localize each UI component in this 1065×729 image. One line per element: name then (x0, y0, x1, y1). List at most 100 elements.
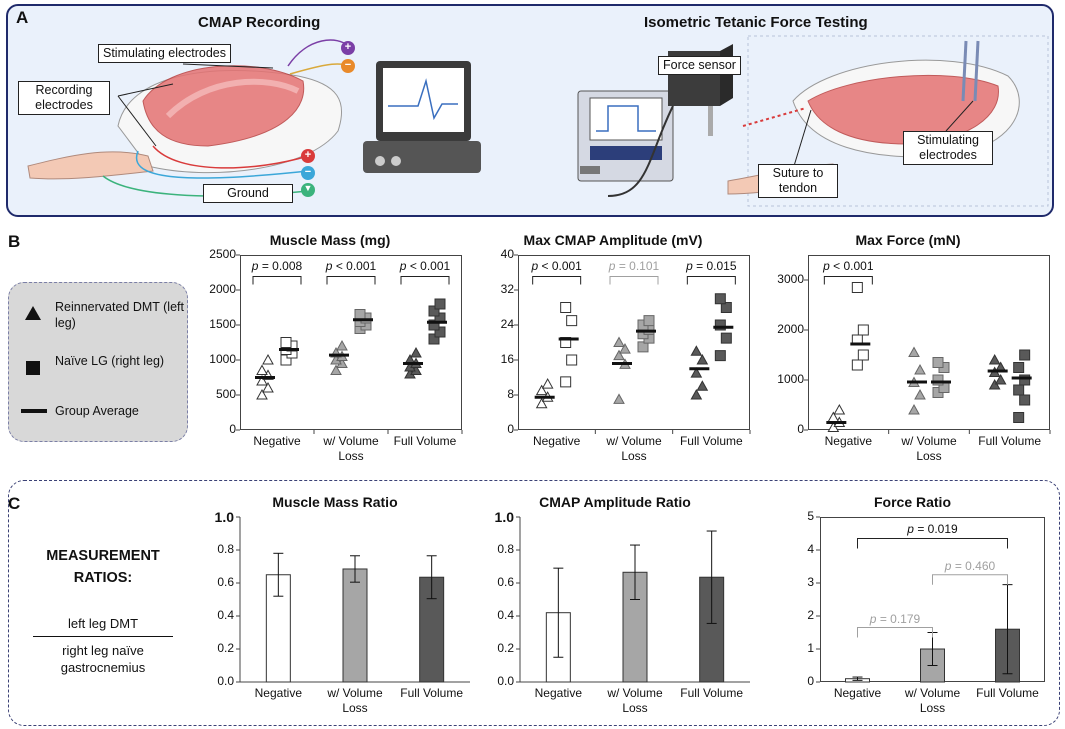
cmap-pvalue-bracket (686, 276, 736, 285)
mass-ytick-label: 1000 (209, 352, 236, 366)
panel-a: A CMAP Recording Isometric Tetanic Force… (6, 4, 1054, 217)
mass-point-triangle (256, 388, 268, 400)
callout-stimulating-electrodes: Stimulating electrodes (98, 44, 231, 63)
force-marks (804, 276, 1051, 434)
mass_ratio-ytick-label: 0.6 (217, 575, 234, 589)
force-point-triangle (914, 388, 926, 400)
force_ratio-pvalue-bracket (857, 627, 933, 638)
mass-plot-area (240, 255, 462, 430)
minus-symbol-top: − (344, 59, 352, 71)
mass-point-triangle (262, 353, 274, 365)
force_ratio-ytick-label: 0 (807, 674, 814, 688)
cmap_ratio-marks (516, 516, 750, 683)
cmap-pvalue-label: p < 0.001 (531, 258, 582, 273)
minus-terminal (301, 166, 315, 180)
cmap_ratio-ytick-label: 0.0 (497, 674, 514, 688)
force-point-triangle (908, 403, 920, 415)
legend-bar-label: Group Average (55, 404, 139, 418)
cmap-point-triangle (613, 336, 625, 347)
cmap-point-square (637, 341, 649, 353)
mass-point-square (434, 326, 446, 338)
force_ratio-pvalue-bracket (932, 574, 1008, 585)
cmap_ratio-xcat-label: Negative (534, 686, 583, 700)
cmap-point-square (566, 315, 578, 327)
cmap-ytick-label: 8 (507, 387, 514, 401)
force-point-square (857, 349, 869, 361)
mass-pvalue-label: p < 0.001 (399, 258, 451, 273)
mass-point-square (280, 337, 292, 348)
chart-muscle-mass: Muscle Mass (mg) 0 500 1000 1500 2000 2500 Nega… (190, 228, 470, 478)
force-point-square (1019, 374, 1031, 386)
minus-terminal-top (341, 59, 355, 73)
chart-max-force: Max Force (mN) 0 1000 2000 3000 Negative w/ Vo… (758, 228, 1058, 478)
force_ratio-xcat-label: Full Volume (976, 686, 1039, 700)
force-point-triangle (988, 353, 1001, 365)
mass_ratio-xcat-label: Negative (254, 686, 303, 700)
ratio-numerator: left leg DMT (67, 616, 139, 631)
force-title: Max Force (mN) (855, 232, 961, 248)
cmap-point-square (714, 293, 726, 305)
callout-suture-to-tendon: Suture to tendon (758, 164, 838, 198)
mass-point-square (354, 309, 366, 320)
cmap_ratio-title: CMAP Amplitude Ratio (539, 494, 691, 510)
force-point-triangle (994, 373, 1007, 385)
cmap-point-square (643, 315, 655, 327)
ground-symbol: ▼ (303, 183, 313, 193)
cmap-ytick-label: 40 (500, 247, 514, 261)
mass_ratio-title: Muscle Mass Ratio (272, 494, 398, 510)
mass-ytick-label: 0 (229, 422, 236, 436)
cmap-point-square (714, 319, 726, 331)
force-ytick-label: 1000 (777, 372, 804, 386)
force-point-triangle (833, 403, 846, 415)
force_ratio-title: Force Ratio (873, 494, 951, 510)
callout-stimulating-electrodes-right: Stimulating electrodes (903, 131, 993, 165)
chart-muscle-mass-ratio: Muscle Mass Ratio 0.0 0.2 0.4 0.6 0.8 1.0 Negat… (190, 490, 480, 722)
cmap_ratio-ytick-label: 0.8 (497, 542, 514, 556)
mass_ratio-bar (342, 568, 368, 683)
mass-point-triangle (336, 339, 348, 351)
rat-foot-left (27, 151, 154, 180)
callout-recording-electrodes: Recording electrodes (18, 81, 110, 115)
cmap-point-triangle (535, 384, 548, 396)
mass-point-square (428, 305, 440, 317)
muscle-left (142, 65, 305, 147)
cmap-point-triangle (535, 397, 548, 409)
mass-pvalue-bracket (326, 276, 376, 285)
cmap-ytick-label: 16 (500, 352, 514, 366)
force-xcat-label: w/ Volume Loss (901, 434, 957, 463)
cmap-pvalue-label: p = 0.015 (686, 258, 737, 273)
fraction-line (33, 636, 173, 637)
mass-ytick-label: 2500 (209, 247, 236, 261)
legend-bar-icon (21, 409, 47, 413)
cmap-ytick-label: 0 (507, 422, 514, 436)
mass_ratio-ytick-label: 1.0 (214, 509, 234, 525)
panel-c (8, 480, 1060, 726)
force-point-square (851, 359, 863, 371)
force-point-square (1013, 384, 1025, 396)
force_ratio-ytick-label: 3 (807, 575, 814, 589)
plus-symbol: + (304, 149, 312, 161)
panel-label-c: C (8, 494, 21, 513)
chart-force-ratio: Force Ratio 0 1 2 3 4 5 Negative w/ Volume Loss F… (770, 490, 1055, 722)
legend-triangle-label: Reinnervated DMT (left leg) (55, 300, 184, 330)
cmap-point-triangle (696, 380, 709, 391)
cmap-pvalue-bracket (532, 276, 582, 285)
cmap-point-triangle (690, 367, 703, 378)
cmap-ytick-label: 24 (500, 317, 514, 331)
plus-symbol-top: + (344, 41, 352, 53)
cmap-point-square (560, 376, 572, 388)
force_ratio-pvalue-label: p = 0.019 (907, 522, 958, 537)
cmap-xcat-label: w/ Volume Loss (606, 434, 662, 463)
panel-label-a: A (16, 8, 29, 27)
minus-symbol: − (304, 166, 312, 178)
mass-pvalue-label: p = 0.008 (251, 258, 303, 273)
force-pvalue-label: p < 0.001 (823, 258, 874, 273)
cmap-point-square (720, 302, 732, 313)
force_ratio-xcat-label: w/ Volume Loss (904, 686, 961, 715)
cmap-plot-area (518, 255, 750, 430)
force-xcat-label: Negative (824, 434, 873, 448)
force_ratio-ytick-label: 2 (807, 608, 814, 622)
callout-force-sensor: Force sensor (658, 56, 741, 75)
cmap_ratio-xcat-label: Full Volume (680, 686, 743, 700)
mass-xcat-label: Full Volume (393, 434, 457, 448)
